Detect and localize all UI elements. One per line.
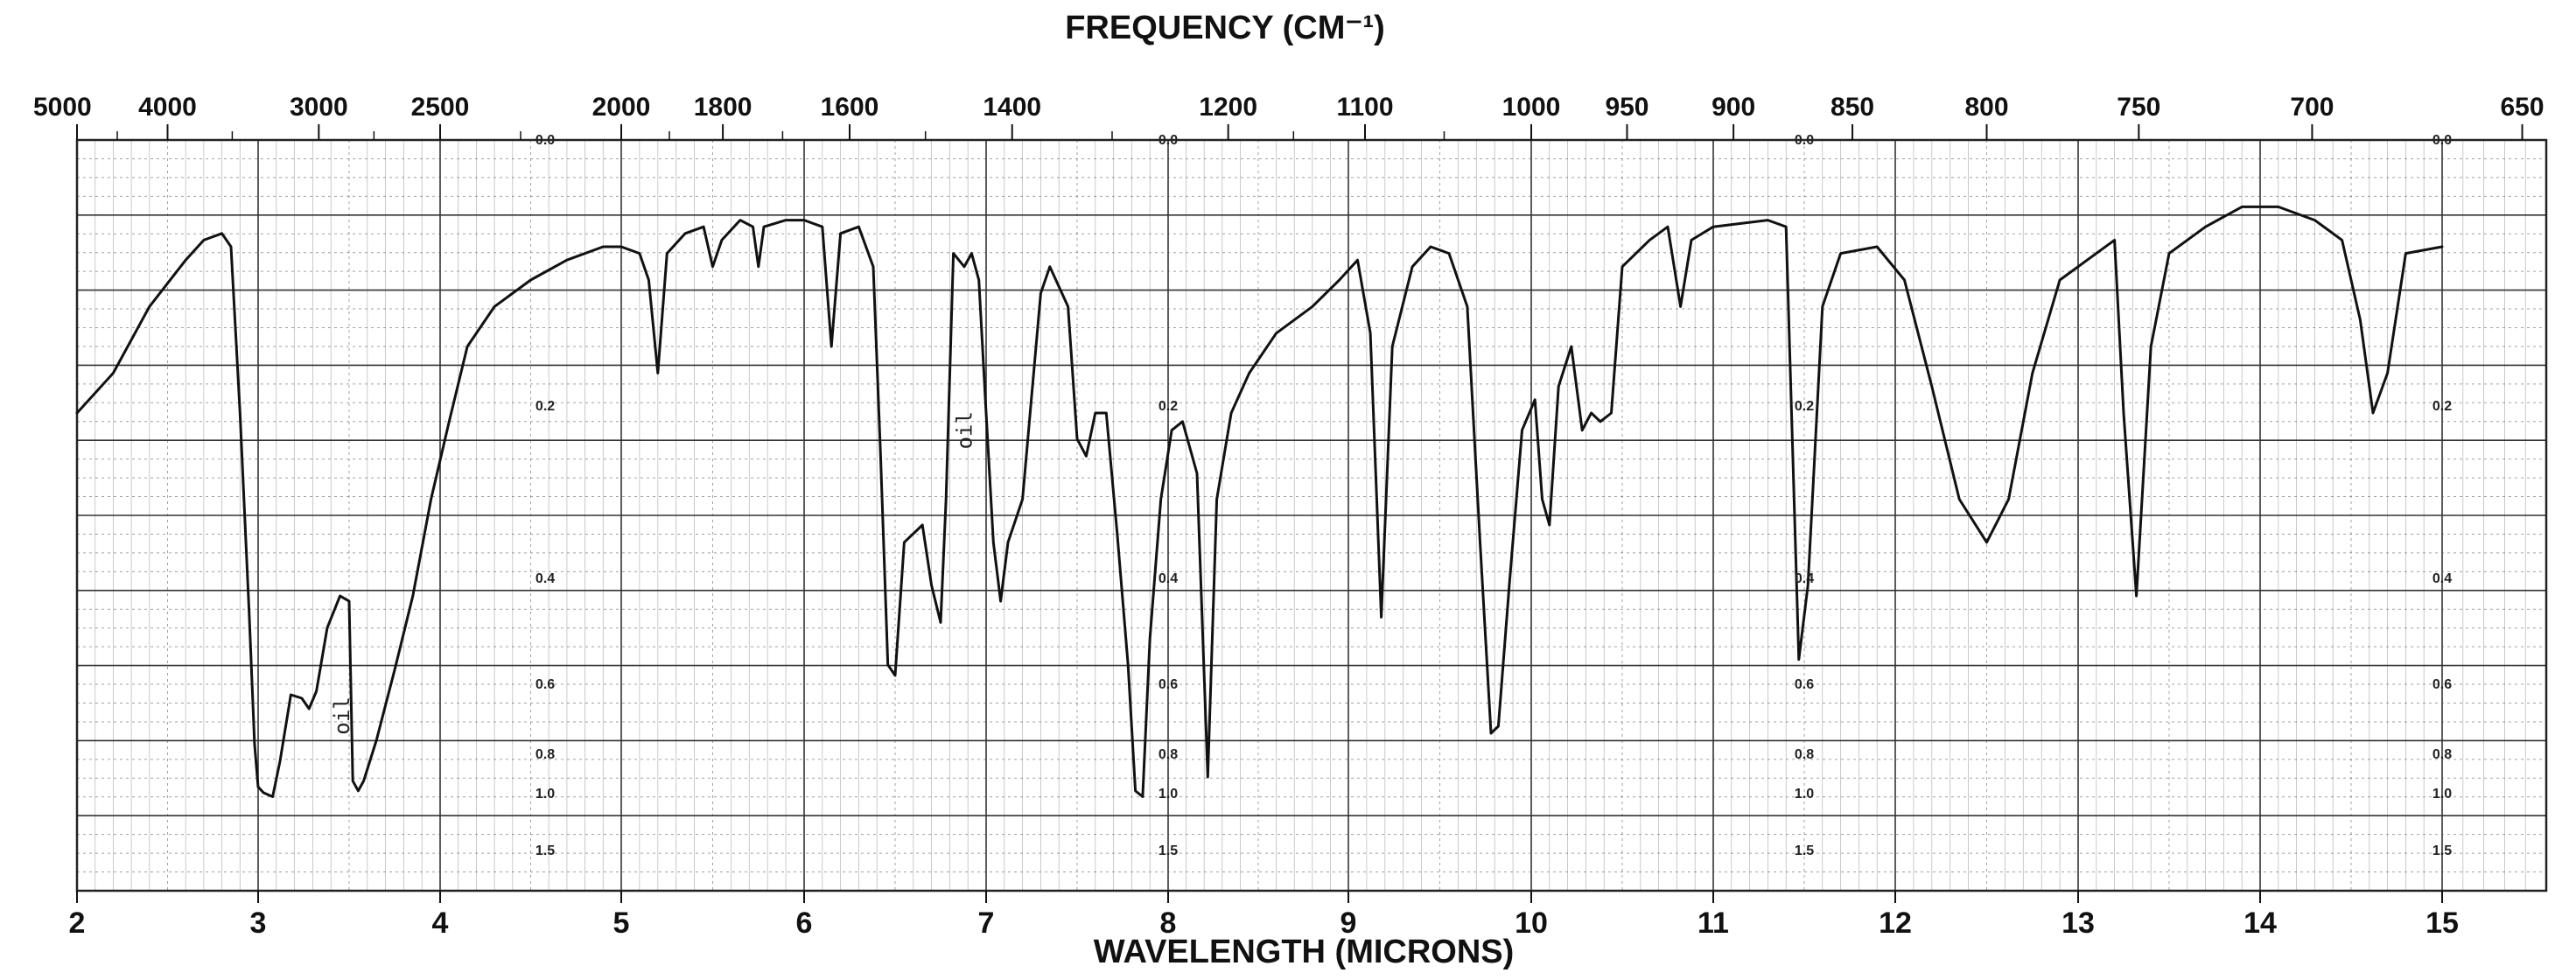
- wavelength-tick-label: 5: [613, 906, 630, 940]
- frequency-tick-label: 800: [1964, 93, 2008, 122]
- frequency-tick-label: 1100: [1336, 93, 1393, 122]
- frequency-tick-label: 1400: [983, 93, 1041, 122]
- absorbance-label: 0.6: [536, 677, 555, 692]
- annotation-oil: oil: [330, 696, 354, 734]
- frequency-tick-label: 1200: [1199, 93, 1257, 122]
- frequency-tick-label: 650: [2501, 93, 2544, 122]
- absorbance-label: 0.4: [2432, 571, 2452, 586]
- absorbance-label: 0.2: [1795, 399, 1814, 414]
- absorbance-label: 0.6: [1158, 677, 1178, 692]
- frequency-tick-label: 700: [2290, 93, 2334, 122]
- absorbance-label: 0.4: [1158, 571, 1178, 586]
- absorbance-label: 0.4: [1795, 571, 1814, 586]
- absorbance-label: 0.8: [1158, 747, 1178, 762]
- frequency-tick-label: 1800: [694, 93, 752, 122]
- wavelength-tick-label: 6: [796, 906, 813, 940]
- frequency-tick-label: 950: [1605, 93, 1648, 122]
- absorbance-label: 0.8: [1795, 747, 1814, 762]
- wavelength-axis: 2 3 4 5 6 7 8 9 10 11 12 13 14 15: [69, 891, 2459, 940]
- wavelength-tick-label: 14: [2244, 906, 2277, 940]
- spectrum-series-line: [75, 205, 2444, 798]
- chart-title: FREQUENCY (CM⁻¹): [1065, 10, 1385, 46]
- wavelength-tick-label: 8: [1160, 906, 1177, 940]
- frequency-tick-label: 750: [2117, 93, 2160, 122]
- absorbance-label: 1.5: [1158, 844, 1178, 858]
- wavelength-tick-label: 3: [250, 906, 267, 940]
- absorbance-label: 0.6: [1795, 677, 1814, 692]
- absorbance-label: 0.6: [2432, 677, 2452, 692]
- wavelength-tick-label: 15: [2426, 906, 2459, 940]
- absorbance-label: 1.5: [2432, 844, 2452, 858]
- absorbance-label: 0.0: [2432, 133, 2452, 148]
- frequency-tick-label: 850: [1830, 93, 1874, 122]
- wavelength-tick-label: 11: [1698, 906, 1729, 940]
- absorbance-label: 0.8: [536, 747, 555, 762]
- frequency-tick-label: 2000: [592, 93, 651, 122]
- absorbance-label: 1.0: [536, 787, 555, 802]
- absorbance-label: 0.0: [1795, 133, 1814, 148]
- absorbance-label: 0.0: [1158, 133, 1178, 148]
- absorbance-label: 1.0: [1795, 787, 1814, 802]
- absorbance-label: 1.0: [1158, 787, 1178, 802]
- frequency-tick-label: 2500: [411, 93, 470, 122]
- absorbance-label: 0.2: [536, 399, 555, 414]
- absorbance-label: 0.8: [2432, 747, 2452, 762]
- wavelength-tick-label: 12: [1879, 906, 1912, 940]
- wavelength-tick-label: 7: [978, 906, 995, 940]
- frequency-tick-label: 3000: [290, 93, 348, 122]
- plot-frame: [75, 138, 2548, 892]
- absorbance-label: 1.5: [1795, 844, 1814, 858]
- annotation-oil: oil: [952, 411, 976, 449]
- spectrum-trace-layer: [75, 205, 2444, 798]
- absorbance-label: 0.0: [536, 133, 555, 148]
- frequency-tick-label: 900: [1712, 93, 1755, 122]
- absorbance-label: 0.4: [536, 571, 555, 586]
- grid: [76, 139, 2547, 892]
- absorbance-label: 1.5: [536, 844, 555, 858]
- frequency-axis: 5000 4000 3000 2500 2000 1800 1600 1400 1200 1100…: [33, 93, 2544, 140]
- frequency-tick-label: 4000: [138, 93, 197, 122]
- absorbance-label: 1.0: [2432, 787, 2452, 802]
- absorbance-scale: 0.0 0.2 0.4 0.6 0.8 1.0 1.5 0.0 0.2 0.4 0.6 0.8 1.0 1…: [536, 133, 2452, 858]
- absorbance-label: 0.2: [1158, 399, 1178, 414]
- frequency-tick-label: 5000: [33, 93, 92, 122]
- frequency-tick-label: 1000: [1502, 93, 1561, 122]
- wavelength-tick-label: 2: [69, 906, 86, 940]
- wavelength-tick-label: 10: [1515, 906, 1548, 940]
- wavelength-tick-label: 4: [432, 906, 449, 940]
- annotations: oil oil: [330, 411, 976, 735]
- absorbance-label: 0.2: [2432, 399, 2452, 414]
- frequency-tick-label: 1600: [821, 93, 879, 122]
- wavelength-tick-label: 9: [1340, 906, 1357, 940]
- wavelength-tick-label: 13: [2062, 906, 2095, 940]
- x-axis-title: WAVELENGTH (MICRONS): [1094, 934, 1515, 970]
